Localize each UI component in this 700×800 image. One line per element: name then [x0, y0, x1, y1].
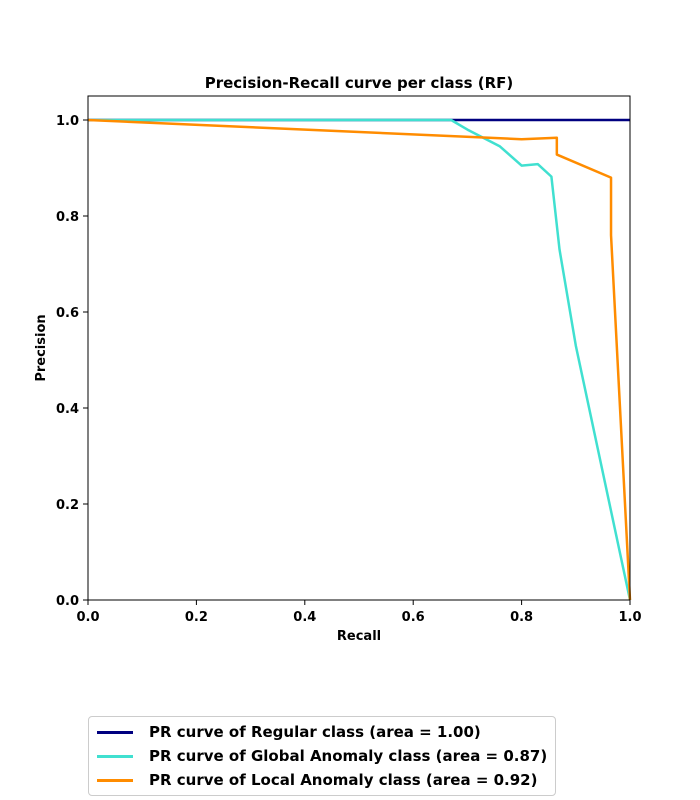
x-tick-label: 0.2: [185, 610, 208, 625]
x-tick-label: 0.8: [510, 610, 533, 625]
legend-swatch: [97, 754, 133, 758]
x-tick-label: 1.0: [618, 610, 641, 625]
y-tick-label: 0.8: [56, 210, 79, 225]
y-tick-label: 1.0: [56, 114, 79, 129]
series-line-1: [88, 118, 632, 601]
legend-item: PR curve of Regular class (area = 1.00): [97, 720, 547, 744]
series-line-2: [87, 118, 632, 601]
legend-label: PR curve of Global Anomaly class (area =…: [149, 747, 548, 765]
legend: PR curve of Regular class (area = 1.00) P…: [88, 716, 557, 796]
x-axis-label: Recall: [337, 629, 381, 644]
plot-frame: [87, 95, 631, 601]
x-axis: 0.0 0.2 0.4 0.6 0.8 1.0: [76, 600, 642, 625]
y-axis: 0.0 0.2 0.4 0.6 0.8 1.0: [56, 114, 88, 609]
x-tick-label: 0.4: [293, 610, 316, 625]
legend-swatch: [97, 778, 133, 782]
legend-item: PR curve of Global Anomaly class (area =…: [97, 744, 547, 768]
y-tick-label: 0.2: [56, 498, 79, 513]
y-tick-label: 0.6: [56, 306, 79, 321]
legend-item: PR curve of Local Anomaly class (area = …: [97, 768, 547, 792]
x-tick-label: 0.0: [76, 610, 99, 625]
chart-title: Precision-Recall curve per class (RF): [205, 74, 514, 92]
legend-label: PR curve of Local Anomaly class (area = …: [149, 771, 538, 789]
y-tick-label: 0.4: [56, 402, 79, 417]
x-tick-label: 0.6: [402, 610, 425, 625]
y-axis-label: Precision: [34, 314, 49, 381]
legend-label: PR curve of Regular class (area = 1.00): [149, 723, 481, 741]
plot-area: [87, 118, 632, 601]
y-tick-label: 0.0: [56, 594, 79, 609]
legend-swatch: [97, 730, 133, 734]
